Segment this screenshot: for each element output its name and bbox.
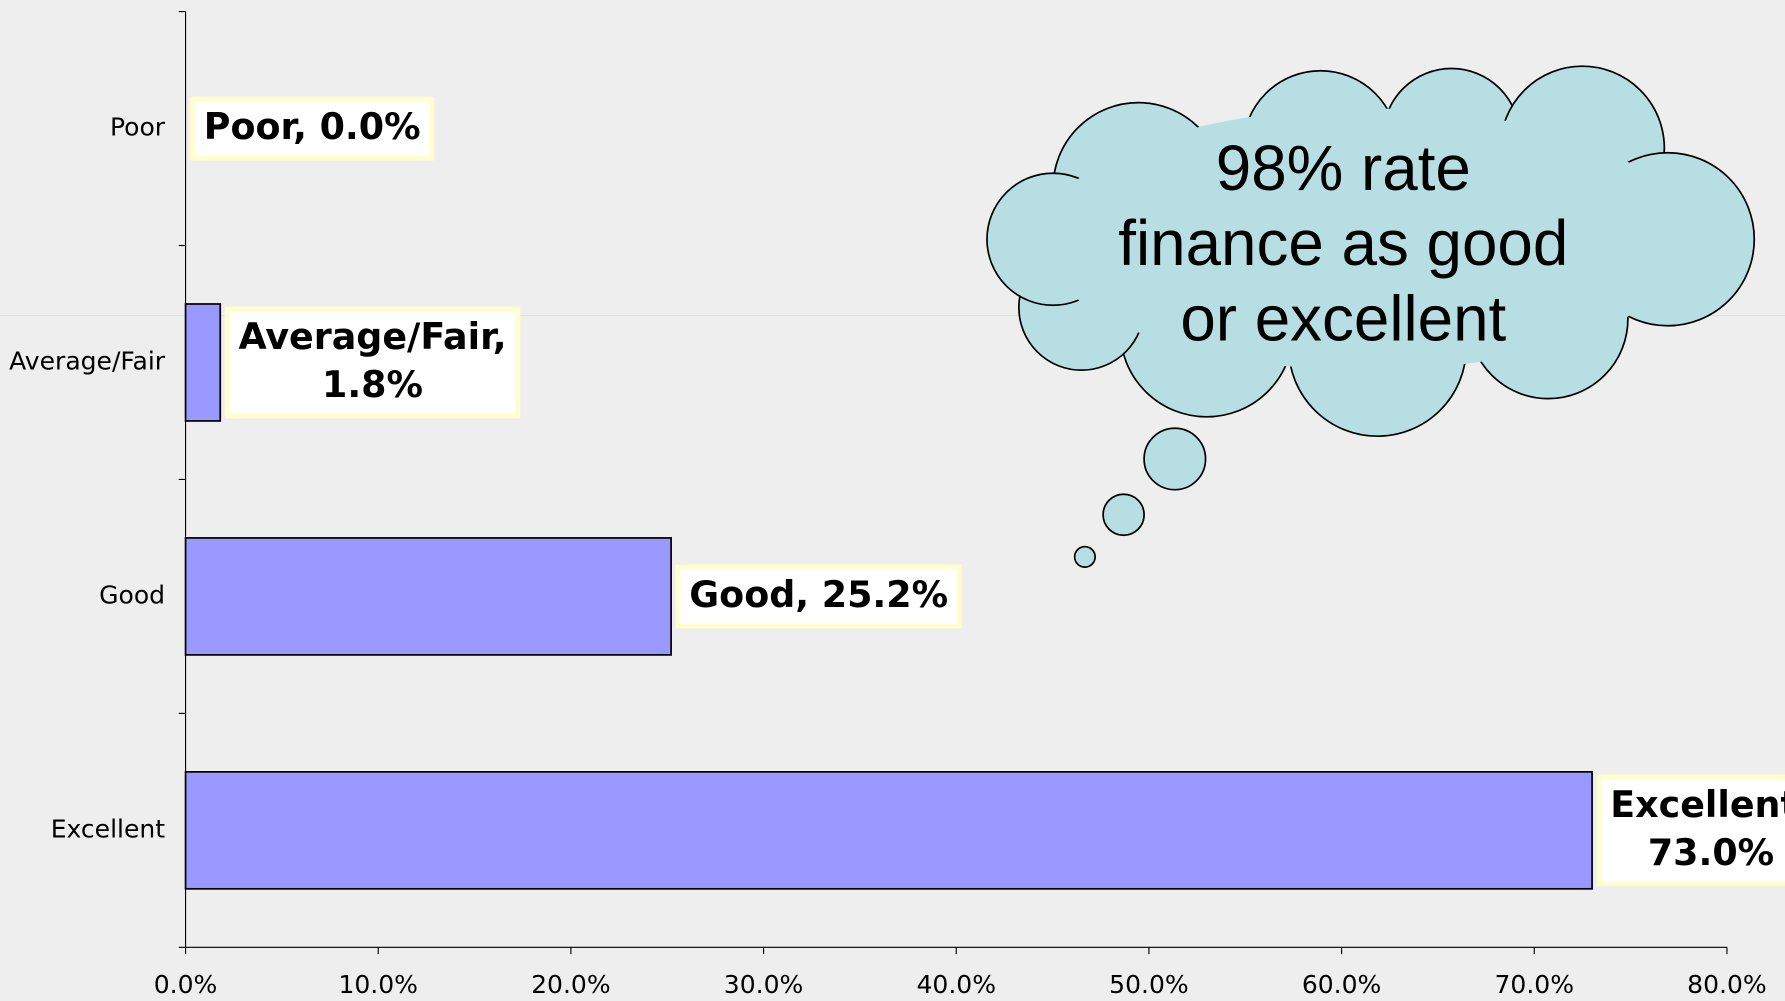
data-label: Average/Fair, 1.8% <box>227 309 518 416</box>
x-tick-label: 10.0% <box>338 970 418 999</box>
data-label-text: Poor, 0.0% <box>204 105 421 148</box>
data-label: Poor, 0.0% <box>192 99 432 158</box>
data-label: Excellent, 73.0% <box>1599 777 1785 884</box>
y-tick-label: Excellent <box>51 814 166 843</box>
data-label-text: Good, 25.2% <box>689 573 948 616</box>
x-tick-label: 80.0% <box>1687 970 1767 999</box>
x-tick-label: 70.0% <box>1495 970 1575 999</box>
page: {"chart_data": { "type": "barh", "catego… <box>0 0 1785 1001</box>
annotation-text: or excellent <box>1180 282 1506 354</box>
x-tick-label: 30.0% <box>724 970 804 999</box>
y-tick-label: Average/Fair <box>9 346 166 375</box>
data-label-text: 1.8% <box>322 363 423 406</box>
x-tick-label: 40.0% <box>916 970 996 999</box>
data-label-text: 73.0% <box>1648 831 1774 874</box>
x-tick-label: 20.0% <box>531 970 611 999</box>
data-label-text: Excellent, <box>1610 783 1785 826</box>
x-tick-label: 50.0% <box>1109 970 1189 999</box>
bar <box>186 772 1593 889</box>
y-tick-label: Good <box>99 580 165 609</box>
bar <box>186 538 672 655</box>
annotation-text: 98% rate <box>1216 132 1471 204</box>
x-tick-label: 60.0% <box>1302 970 1382 999</box>
chart: 0.0% 10.0% 20.0% 30.0% 40.0% 50.0% 60.0% 70.0% 8… <box>0 0 1785 1001</box>
data-label-text: Average/Fair, <box>238 315 506 358</box>
data-label: Good, 25.2% <box>678 567 960 626</box>
annotation-text: finance as good <box>1118 207 1568 279</box>
bar <box>186 304 221 421</box>
x-tick-label: 0.0% <box>154 970 218 999</box>
y-tick-label: Poor <box>110 113 166 142</box>
